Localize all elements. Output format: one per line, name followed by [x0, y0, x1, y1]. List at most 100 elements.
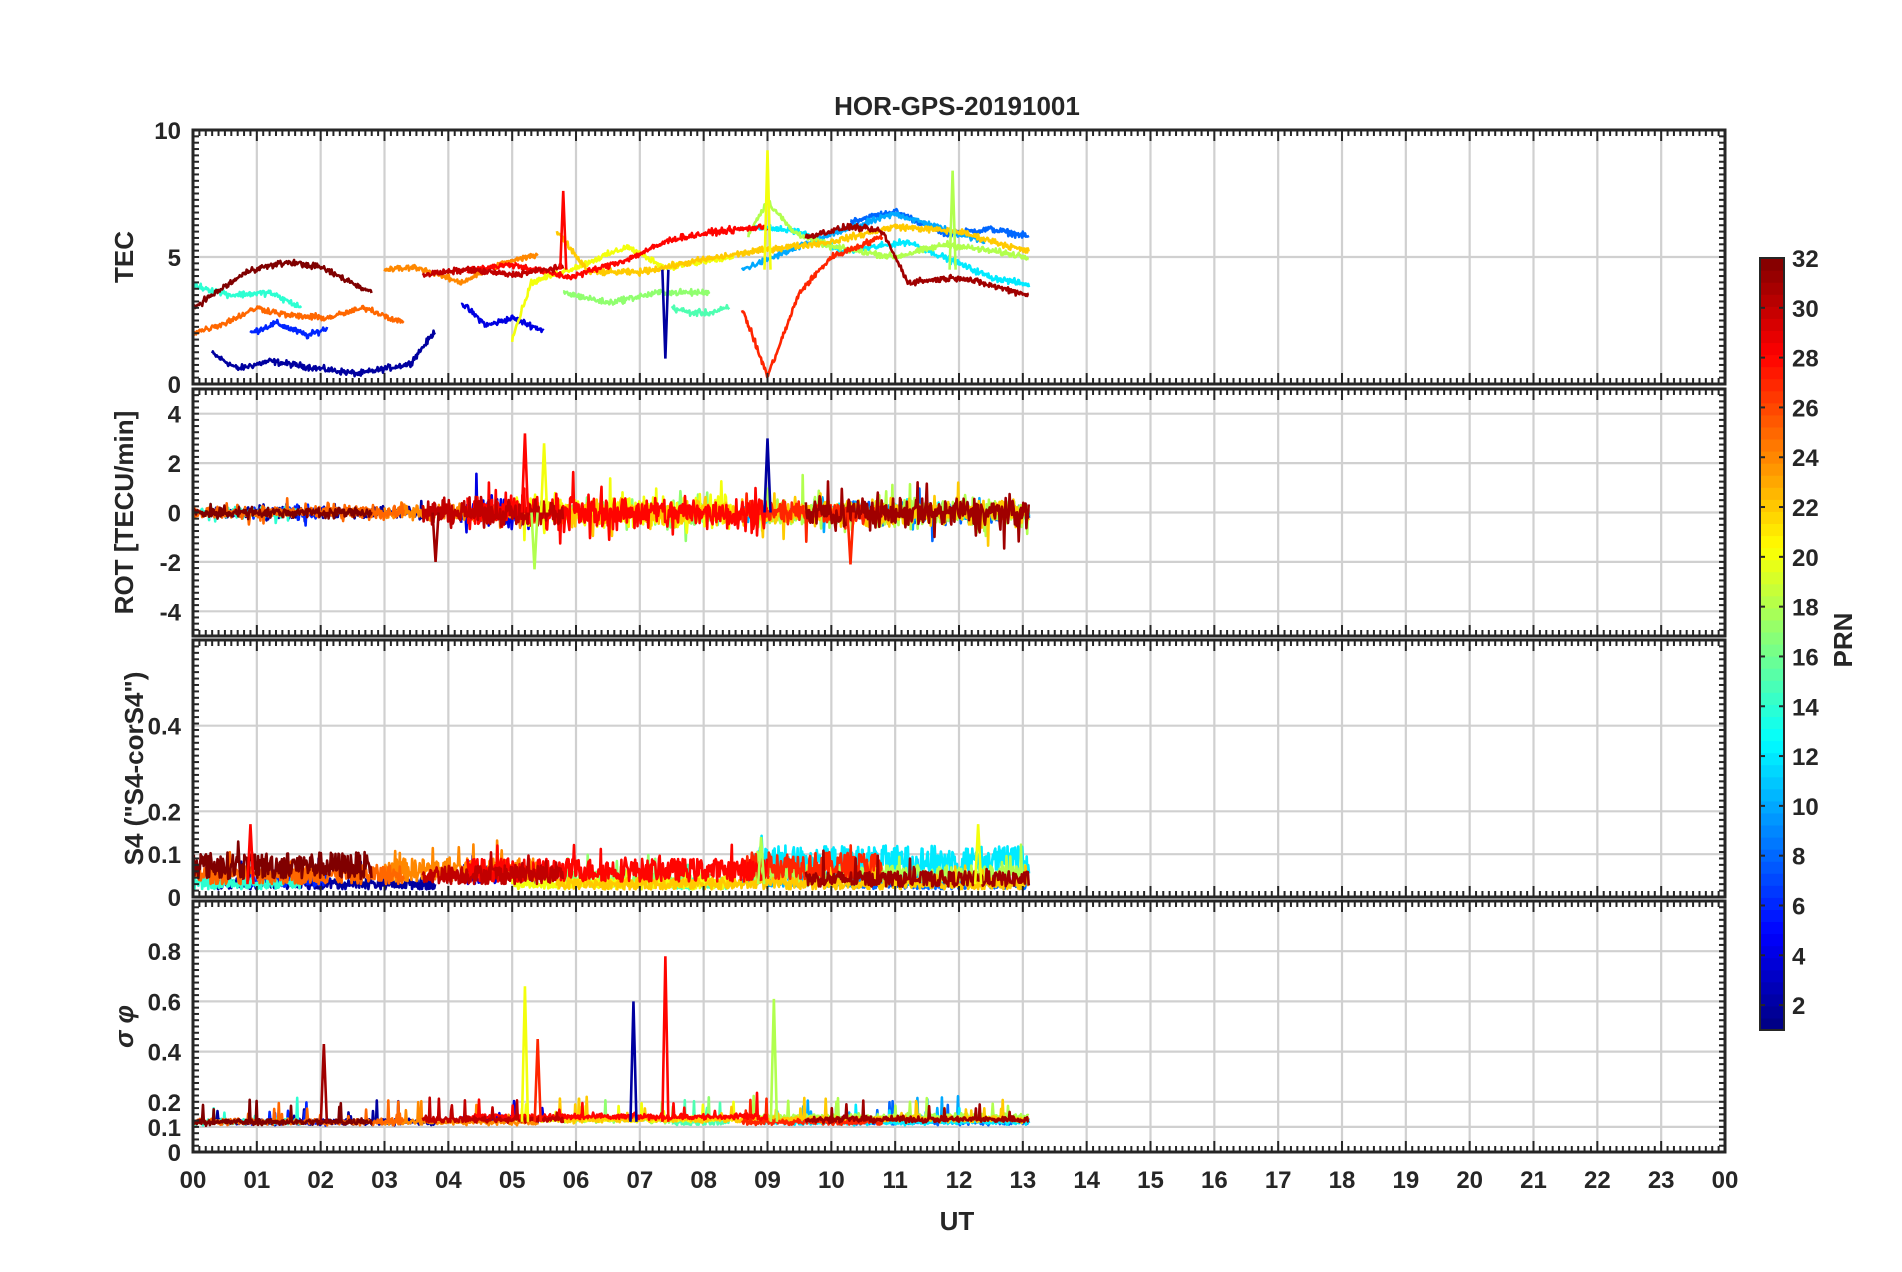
colorbar-segment: [1760, 680, 1784, 693]
x-axis-label: UT: [940, 1206, 975, 1236]
x-tick-label: 09: [754, 1167, 781, 1194]
colorbar-segment: [1760, 945, 1784, 959]
colorbar-segment: [1760, 402, 1784, 416]
y-tick-label: 2: [168, 451, 181, 478]
colorbar-tick-label: 16: [1792, 644, 1819, 671]
y-tick-label: 10: [154, 118, 181, 145]
x-tick-label: 03: [371, 1167, 398, 1194]
spike-mark: [629, 1001, 638, 1122]
colorbar-segment: [1760, 583, 1784, 597]
colorbar-segment: [1760, 752, 1784, 766]
colorbar-segment: [1760, 499, 1784, 512]
panel-sigma: 00.10.2 0.4 0.6 0.8: [148, 899, 1727, 1167]
x-tick-label: 00: [1712, 1167, 1739, 1194]
series-line-prn-28: [466, 843, 769, 883]
colorbar-tick-label: 24: [1792, 445, 1819, 472]
series-line-prn-24: [383, 252, 539, 286]
colorbar-segment: [1760, 475, 1784, 488]
x-tick-label: 10: [818, 1167, 845, 1194]
spike-mark: [763, 150, 772, 270]
colorbar-segment: [1760, 306, 1784, 319]
spike-mark: [520, 986, 530, 1122]
colorbar-frame: [1759, 257, 1785, 1031]
colorbar-tick-label: 18: [1792, 595, 1819, 622]
colorbar-tick-label: 12: [1792, 744, 1819, 771]
chart-title: HOR-GPS-20191001: [834, 91, 1080, 121]
x-tick-label: 11: [882, 1167, 907, 1194]
y-tick-label: 0: [168, 885, 181, 912]
colorbar-segment: [1760, 523, 1784, 537]
panel-rot: -4 -2 0 2 4: [160, 387, 1727, 638]
colorbar-segment: [1760, 559, 1784, 573]
series-line-prn-32: [193, 258, 373, 310]
colorbar-segment: [1760, 776, 1784, 790]
panel-tec: 0 5 10: [154, 118, 1727, 399]
spike-mark: [661, 269, 670, 359]
series-line-prn-30: [421, 262, 565, 279]
y-tick-label: 0.6: [148, 989, 181, 1016]
colorbar-segment: [1760, 969, 1784, 983]
colorbar-segment: [1760, 366, 1784, 380]
series-line-prn-22: [555, 860, 1030, 891]
y-axis-label-tec: TEC: [109, 231, 139, 283]
colorbar-segment: [1760, 571, 1784, 585]
spike-mark: [533, 1039, 542, 1122]
colorbar-tick-label: 8: [1792, 844, 1805, 871]
y-tick-label: 0: [168, 501, 181, 528]
spike-mark: [769, 998, 779, 1122]
colorbar-tick-label: 6: [1792, 893, 1805, 920]
x-tick-label: 00: [180, 1167, 207, 1194]
axes-frame: [191, 638, 1727, 899]
colorbar-segment: [1760, 390, 1784, 404]
colorbar-segment: [1760, 692, 1784, 705]
y-tick-label: 0.1: [148, 842, 181, 869]
colorbar-segment: [1760, 330, 1784, 344]
x-tick-label: 01: [243, 1167, 270, 1194]
colorbar-segment: [1760, 631, 1784, 645]
y-tick-label: 0: [168, 1140, 181, 1167]
spike-mark: [948, 170, 957, 270]
colorbar-segment: [1760, 716, 1784, 730]
spike-mark: [973, 824, 983, 885]
series-line-prn-4: [460, 302, 545, 334]
colorbar-segment: [1760, 426, 1784, 440]
spike-mark: [539, 443, 549, 513]
y-tick-label: 0.1: [148, 1115, 181, 1142]
x-tick-label: 22: [1584, 1167, 1611, 1194]
colorbar-segment: [1760, 487, 1784, 500]
x-tick-label: 16: [1201, 1167, 1228, 1194]
colorbar-segment: [1760, 1017, 1784, 1031]
colorbar-tick-label: 32: [1792, 246, 1819, 273]
series-line-prn-32: [193, 840, 373, 881]
x-tick-label: 23: [1648, 1167, 1675, 1194]
axes-frame: [191, 128, 1727, 386]
axes-frame: [191, 899, 1727, 1154]
x-tick-label: 15: [1137, 1167, 1164, 1194]
panel-s4: 0 0.1 0.2 0.4: [148, 638, 1727, 912]
x-tick-label: 04: [435, 1167, 462, 1194]
colorbar-segment: [1760, 812, 1784, 826]
series-line-prn-15: [670, 303, 731, 318]
y-tick-label: 4: [168, 402, 182, 429]
colorbar-segment: [1760, 463, 1784, 476]
colorbar-segment: [1760, 993, 1784, 1007]
series-line-prn-31: [804, 849, 1030, 889]
x-tick-label: 06: [563, 1167, 590, 1194]
series-line-prn-31: [804, 1099, 1030, 1125]
series-line-prn-32: [193, 502, 373, 521]
y-tick-label: 0.2: [148, 1090, 181, 1117]
spike-mark: [431, 512, 440, 562]
series-line-prn-30: [421, 493, 565, 530]
spike-mark: [530, 512, 539, 570]
colorbar-tick-label: 28: [1792, 346, 1819, 373]
spike-mark: [246, 824, 255, 885]
spike-mark: [520, 433, 530, 513]
spike-mark: [846, 512, 855, 565]
series-line-prn-31: [804, 222, 1030, 298]
colorbar-segment: [1760, 981, 1784, 995]
series-line-prn-2: [210, 329, 437, 378]
y-axis-label-s4: S4 ("S4-corS4"): [119, 672, 149, 866]
y-tick-label: 5: [168, 245, 181, 272]
colorbar-segment: [1760, 318, 1784, 331]
